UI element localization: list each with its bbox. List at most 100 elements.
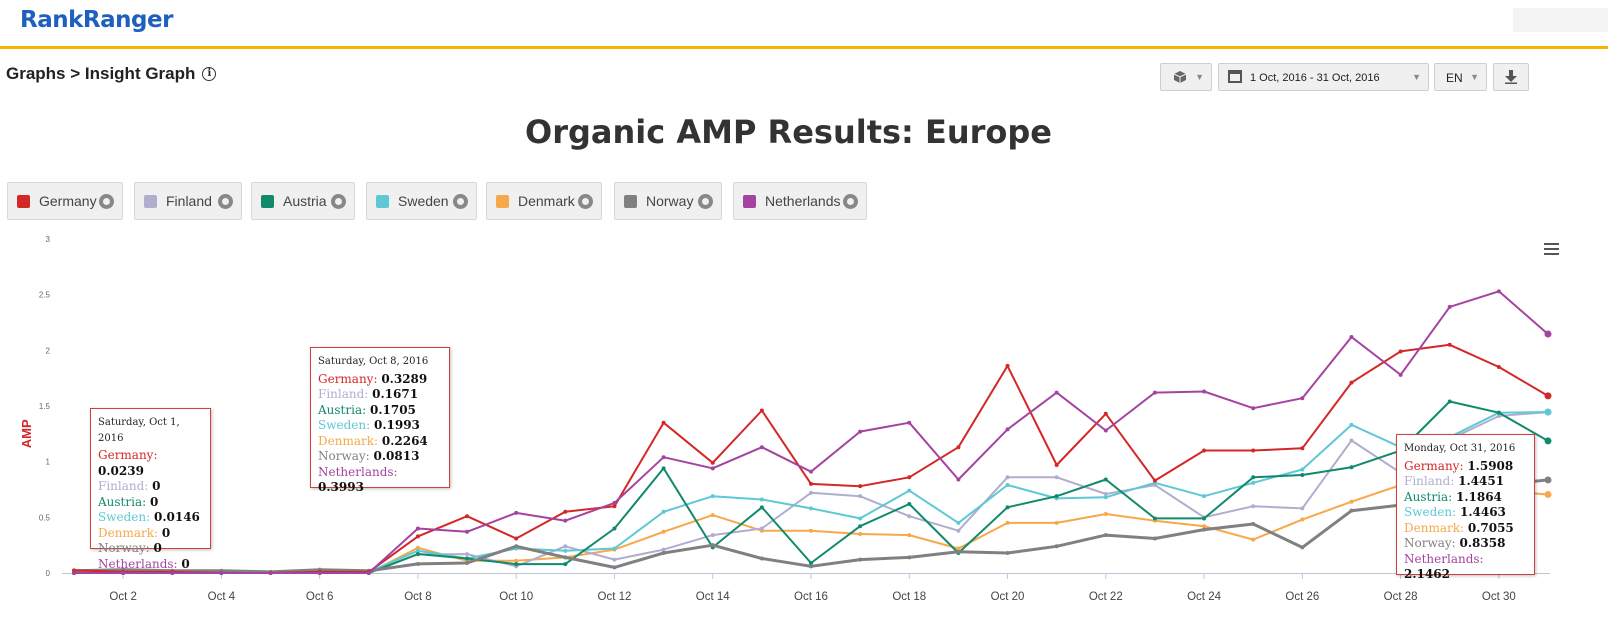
calendar-icon bbox=[1228, 70, 1242, 83]
data-point-finland bbox=[563, 544, 568, 549]
data-point-netherlands bbox=[907, 420, 912, 425]
data-point-norway bbox=[759, 556, 764, 561]
rankranger-logo[interactable]: RankRanger bbox=[20, 7, 173, 33]
tooltip-series-name: Austria: bbox=[318, 402, 370, 417]
tooltip-row: Netherlands: 0 bbox=[98, 557, 202, 573]
legend-item-sweden[interactable]: Sweden bbox=[366, 182, 477, 220]
x-tick-label: Oct 10 bbox=[499, 591, 533, 603]
data-point-netherlands bbox=[1300, 396, 1305, 401]
data-point-norway bbox=[661, 550, 666, 555]
data-point-norway bbox=[1054, 544, 1059, 549]
data-point-austria bbox=[1152, 516, 1157, 521]
data-point-netherlands bbox=[1349, 334, 1354, 339]
tooltip-value: 0.0239 bbox=[98, 463, 144, 478]
data-point-netherlands bbox=[366, 571, 371, 575]
data-point-sweden bbox=[907, 488, 912, 493]
tooltip-series-name: Germany: bbox=[1404, 458, 1468, 473]
data-point-austria bbox=[907, 501, 912, 506]
legend-item-germany[interactable]: Germany bbox=[7, 182, 123, 220]
data-point-norway bbox=[1544, 476, 1552, 484]
legend-item-norway[interactable]: Norway bbox=[614, 182, 722, 220]
x-tick-label: Oct 4 bbox=[208, 591, 236, 603]
legend-item-finland[interactable]: Finland bbox=[134, 182, 242, 220]
data-point-finland bbox=[1251, 504, 1256, 509]
gear-icon[interactable] bbox=[453, 194, 468, 209]
chart-menu-icon[interactable] bbox=[1544, 243, 1559, 255]
x-tick-label: Oct 12 bbox=[598, 591, 632, 603]
legend-item-denmark[interactable]: Denmark bbox=[486, 182, 602, 220]
gear-icon[interactable] bbox=[843, 194, 858, 209]
data-point-netherlands bbox=[1398, 372, 1403, 377]
account-area[interactable] bbox=[1513, 8, 1608, 32]
data-point-denmark bbox=[1005, 520, 1010, 525]
tooltip-value: 0.3993 bbox=[318, 480, 364, 494]
data-point-germany bbox=[710, 460, 715, 465]
view-selector-button[interactable]: ▼ bbox=[1160, 63, 1212, 91]
data-point-denmark bbox=[1349, 499, 1354, 504]
gear-icon[interactable] bbox=[331, 194, 346, 209]
data-point-germany bbox=[1398, 349, 1403, 354]
data-point-germany bbox=[1349, 380, 1354, 385]
data-point-netherlands bbox=[465, 529, 470, 534]
tooltip-value: 0 bbox=[181, 556, 190, 571]
data-point-germany bbox=[465, 514, 470, 519]
data-point-finland bbox=[661, 547, 666, 552]
data-point-netherlands bbox=[514, 510, 519, 515]
data-point-austria bbox=[415, 552, 420, 557]
data-point-netherlands bbox=[1152, 390, 1157, 395]
data-point-denmark bbox=[956, 546, 961, 551]
data-point-norway bbox=[1103, 533, 1108, 538]
tooltip-row: Norway: 0.8358 bbox=[1404, 536, 1526, 552]
tooltip-row: Denmark: 0.7055 bbox=[1404, 521, 1526, 537]
gear-icon[interactable] bbox=[578, 194, 593, 209]
gear-icon[interactable] bbox=[99, 194, 114, 209]
tooltip-value: 1.4451 bbox=[1458, 474, 1505, 488]
data-point-netherlands bbox=[1202, 389, 1207, 394]
language-selector[interactable]: EN ▼ bbox=[1434, 63, 1487, 91]
tooltip-series-name: Netherlands: bbox=[318, 464, 398, 479]
data-point-sweden bbox=[563, 548, 568, 553]
legend-item-netherlands[interactable]: Netherlands bbox=[733, 182, 867, 220]
data-point-austria bbox=[1251, 475, 1256, 480]
tooltip-value: 2.1462 bbox=[1404, 567, 1450, 581]
data-point-finland bbox=[956, 528, 961, 533]
data-tooltip: Monday, Oct 31, 2016 Germany: 1.5908 Finla… bbox=[1396, 434, 1535, 581]
data-point-norway bbox=[710, 543, 715, 548]
data-point-austria bbox=[1300, 473, 1305, 478]
info-icon[interactable]: i bbox=[202, 67, 217, 81]
breadcrumb: Graphs > Insight Graph i bbox=[6, 64, 217, 84]
x-tick-label: Oct 30 bbox=[1482, 591, 1516, 603]
logo-text-rank: Rank bbox=[20, 7, 83, 33]
gear-icon[interactable] bbox=[218, 194, 233, 209]
data-point-netherlands bbox=[317, 571, 322, 575]
legend-item-austria[interactable]: Austria bbox=[251, 182, 355, 220]
tooltip-value: 1.5908 bbox=[1467, 458, 1514, 473]
data-point-norway bbox=[956, 549, 961, 554]
data-point-sweden bbox=[415, 548, 420, 553]
data-point-sweden bbox=[956, 520, 961, 525]
data-point-denmark bbox=[1251, 537, 1256, 542]
data-point-finland bbox=[710, 533, 715, 538]
legend-label: Austria bbox=[283, 193, 327, 209]
x-tick-label: Oct 14 bbox=[696, 591, 730, 603]
tooltip-row: Germany: 1.5908 bbox=[1404, 459, 1526, 475]
tooltip-value: 1.1864 bbox=[1455, 489, 1502, 504]
data-point-finland bbox=[465, 552, 470, 557]
breadcrumb-text: Graphs > Insight Graph bbox=[6, 64, 196, 83]
data-point-netherlands bbox=[219, 571, 224, 575]
data-point-germany bbox=[1005, 363, 1010, 368]
tooltip-series-name: Sweden: bbox=[318, 418, 374, 432]
data-point-sweden bbox=[710, 494, 715, 499]
date-range-picker[interactable]: 1 Oct, 2016 - 31 Oct, 2016 ▼ bbox=[1218, 63, 1429, 91]
data-point-norway bbox=[1152, 536, 1157, 541]
data-point-austria bbox=[1496, 410, 1501, 415]
data-point-denmark bbox=[661, 529, 666, 534]
data-point-norway bbox=[858, 557, 863, 562]
data-point-sweden bbox=[809, 506, 813, 511]
tooltip-date: Saturday, Oct 1, 2016 bbox=[98, 417, 180, 444]
gear-icon[interactable] bbox=[698, 194, 713, 209]
data-point-austria bbox=[514, 562, 519, 567]
download-button[interactable] bbox=[1493, 63, 1529, 91]
data-point-norway bbox=[1202, 527, 1207, 532]
tooltip-row: Denmark: 0 bbox=[98, 526, 202, 542]
